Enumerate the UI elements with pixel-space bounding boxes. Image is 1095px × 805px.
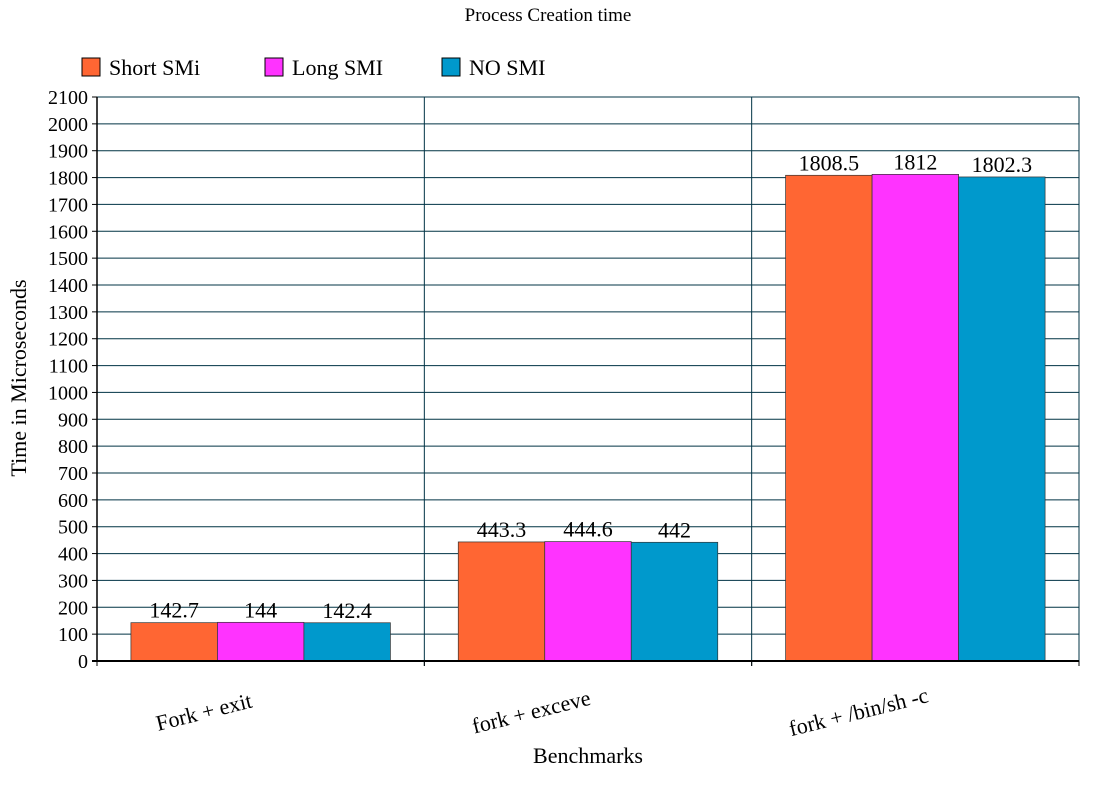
bar — [785, 174, 873, 662]
x-axis-label: Benchmarks — [533, 743, 643, 768]
legend-entry: Short SMi — [109, 55, 200, 80]
bar — [544, 541, 632, 662]
y-tick-label: 600 — [58, 490, 88, 512]
bar — [457, 541, 546, 662]
legend-swatch — [81, 57, 101, 77]
data-label: 142.7 — [149, 598, 199, 623]
y-axis-label: Time in Microseconds — [6, 279, 31, 476]
y-tick-label: 200 — [58, 597, 88, 619]
y-tick-label: 500 — [58, 517, 88, 539]
y-tick-label: 100 — [58, 624, 88, 646]
bar — [958, 176, 1046, 662]
legend-swatch — [264, 57, 284, 77]
chart-title: Process Creation time — [465, 5, 632, 26]
y-tick-label: 700 — [58, 463, 88, 485]
bar — [871, 173, 959, 662]
y-tick-label: 800 — [58, 436, 88, 458]
y-tick-label: 1100 — [49, 356, 88, 378]
legend-swatch — [441, 57, 461, 77]
data-label: 442 — [658, 517, 691, 542]
bar — [630, 541, 719, 662]
y-tick-label: 1300 — [48, 302, 88, 324]
y-tick-labels: 0 100 200 300 400 500 600 700 800 900 1000 1100 1200… — [48, 87, 88, 673]
y-tick-label: 1900 — [48, 141, 88, 163]
data-label: 1812 — [893, 149, 937, 174]
y-tick-label: 1400 — [48, 275, 88, 297]
data-label: 1808.5 — [799, 150, 860, 175]
data-label: 443.3 — [477, 517, 527, 542]
y-tick-label: 1600 — [48, 221, 88, 243]
data-label: 444.6 — [563, 517, 613, 542]
y-tick-label: 2100 — [48, 87, 88, 109]
axes — [92, 96, 1080, 666]
x-tick-labels: Fork + exit fork + exceve fork + /bin/sh -… — [153, 682, 931, 741]
bars — [130, 173, 1046, 662]
y-tick-label: 300 — [58, 570, 88, 592]
y-tick-label: 1500 — [48, 248, 88, 270]
bar — [130, 622, 218, 662]
data-label: 142.4 — [322, 598, 372, 623]
bar — [217, 621, 305, 662]
y-tick-label: 900 — [58, 409, 88, 431]
y-tick-label: 1700 — [48, 194, 88, 216]
y-tick-label: 2000 — [48, 114, 88, 136]
y-tick-label: 1200 — [48, 329, 88, 351]
data-label: 144 — [244, 597, 277, 622]
legend: Short SMi Long SMI NO SMI — [81, 55, 545, 80]
y-tick-label: 400 — [58, 544, 88, 566]
x-tick-label: fork + exceve — [469, 685, 593, 739]
x-tick-label: Fork + exit — [153, 688, 254, 736]
y-tick-label: 1800 — [48, 168, 88, 190]
bar — [303, 622, 391, 662]
x-tick-label: fork + /bin/sh -c — [786, 682, 931, 741]
y-tick-label: 0 — [78, 651, 88, 673]
legend-entry: Long SMI — [292, 55, 383, 80]
legend-entry: NO SMI — [469, 55, 545, 80]
data-label: 1802.3 — [972, 152, 1033, 177]
data-labels: 142.7 144 142.4 443.3 444.6 442 1808.5 1812 1802… — [149, 149, 1032, 622]
y-tick-label: 1000 — [48, 382, 88, 404]
